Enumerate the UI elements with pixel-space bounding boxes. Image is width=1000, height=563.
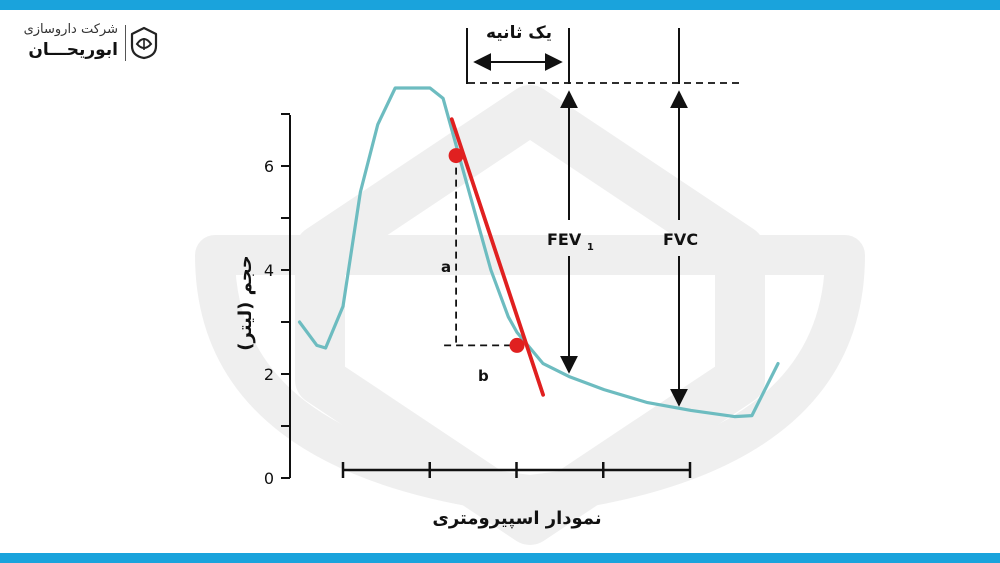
plot-area	[297, 86, 780, 419]
y-tick-label: 4	[264, 261, 274, 280]
x-axis-label: نمودار اسپیرومتری	[432, 508, 601, 529]
fev1-label: FEV 1	[547, 230, 594, 253]
y-tick-label: 6	[264, 157, 274, 176]
brand-line-2: ابوریحـــان	[28, 40, 118, 60]
leaf-icon	[130, 26, 158, 60]
watermark	[195, 85, 865, 545]
axes: 0 2 4 6	[264, 113, 692, 488]
brand-line-1: شرکت داروسازی	[23, 22, 118, 37]
annotations	[466, 28, 740, 407]
fev1-text: FEV	[547, 230, 582, 249]
tangent-line	[449, 117, 545, 397]
fvc-label: FVC	[663, 230, 698, 249]
fev1-subscript: 1	[587, 242, 594, 253]
y-axis-label: حجم (لیتر)	[235, 255, 256, 350]
a-label: a	[441, 258, 451, 276]
y-tick-label: 2	[264, 365, 274, 384]
volume-curve-0	[297, 86, 780, 419]
tangent-point	[448, 148, 464, 164]
brand-separator	[125, 25, 126, 61]
top-accent-band	[0, 0, 1000, 10]
brand-logo: شرکت داروسازی ابوریحـــان	[10, 22, 160, 66]
b-label: b	[478, 367, 489, 385]
y-tick-label: 0	[264, 469, 274, 488]
tangent-point	[509, 337, 525, 353]
one-second-label: یک ثانیه	[486, 23, 552, 43]
bottom-accent-band	[0, 553, 1000, 563]
